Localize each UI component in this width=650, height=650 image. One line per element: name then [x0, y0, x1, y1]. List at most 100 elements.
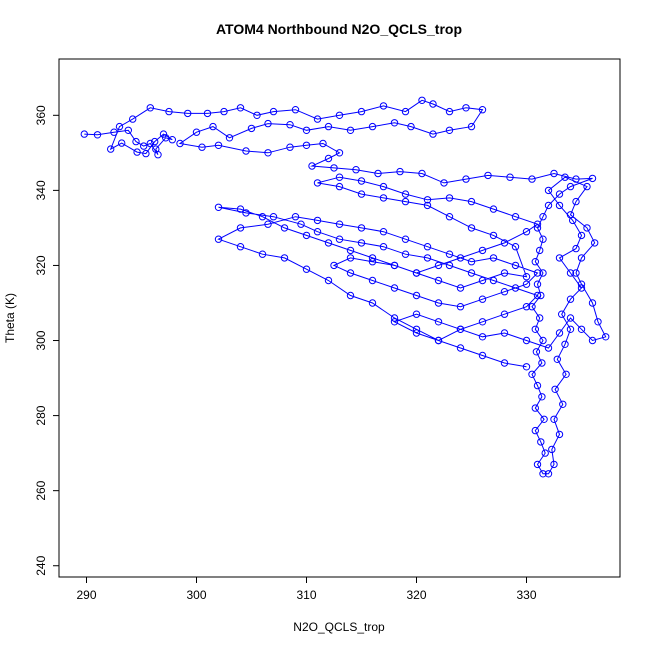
data-point: [258, 250, 267, 258]
data-point: [280, 254, 289, 262]
data-point: [390, 318, 399, 326]
data-point: [456, 303, 465, 311]
y-tick-label: 340: [34, 180, 48, 200]
data-point: [162, 134, 170, 142]
data-point: [297, 220, 305, 228]
data-point: [533, 280, 542, 288]
data-point: [440, 179, 448, 187]
data-point: [335, 182, 344, 191]
x-tick-label: 300: [186, 588, 206, 602]
data-point: [159, 130, 168, 138]
data-point: [462, 104, 470, 112]
data-point: [467, 269, 476, 277]
data-point: [258, 213, 267, 221]
data-point: [539, 269, 547, 277]
data-point: [550, 460, 558, 469]
data-point: [500, 329, 509, 337]
data-point: [291, 106, 300, 114]
data-point: [80, 130, 89, 138]
data-point: [423, 196, 432, 204]
data-point: [401, 197, 410, 206]
data-point: [401, 250, 410, 258]
data-point: [500, 288, 509, 296]
data-point: [500, 239, 509, 247]
data-point: [544, 186, 553, 195]
data-point: [253, 111, 261, 120]
data-point: [412, 325, 421, 333]
data-point: [531, 258, 539, 266]
data-point: [591, 239, 599, 247]
data-point: [478, 246, 487, 255]
data-point: [146, 104, 155, 112]
data-point: [533, 220, 542, 228]
data-point: [115, 122, 124, 131]
x-axis: 290 300 310 320 330: [76, 576, 537, 602]
data-point: [434, 336, 443, 345]
data-point: [445, 261, 454, 270]
data-point: [302, 126, 311, 135]
data-point: [264, 220, 272, 228]
data-point: [489, 254, 498, 262]
data-point: [401, 235, 410, 243]
data-point: [538, 359, 546, 367]
data-point: [528, 175, 536, 183]
data-point: [462, 175, 470, 183]
data-point: [379, 228, 388, 236]
data-point: [541, 449, 549, 457]
data-point: [302, 265, 311, 273]
data-point: [118, 139, 126, 147]
data-point: [319, 139, 327, 148]
data-point: [335, 149, 344, 157]
data-point: [583, 224, 591, 232]
data-point: [124, 126, 133, 135]
data-point: [264, 149, 272, 157]
data-point: [346, 291, 355, 300]
data-point: [423, 254, 432, 262]
x-tick-label: 330: [516, 588, 536, 602]
data-point: [562, 370, 570, 378]
data-point: [429, 100, 437, 108]
data-point: [374, 169, 382, 178]
data-point: [330, 164, 338, 172]
data-point: [264, 119, 272, 128]
y-tick-label: 260: [34, 480, 48, 500]
data-point: [538, 393, 546, 401]
data-point: [522, 336, 531, 345]
data-point: [379, 194, 388, 202]
data-point: [533, 224, 542, 232]
data-point: [522, 273, 531, 281]
data-point: [142, 149, 150, 158]
data-point: [445, 213, 454, 221]
data-point: [544, 201, 553, 210]
data-point: [533, 269, 542, 277]
data-point: [489, 231, 498, 240]
data-point: [566, 182, 575, 191]
data-point: [242, 209, 250, 217]
data-point: [418, 96, 426, 105]
data-point: [390, 284, 399, 292]
data-point: [511, 243, 520, 251]
data-point: [511, 213, 520, 221]
data-point: [368, 276, 377, 285]
data-point: [445, 107, 454, 116]
data-point: [522, 228, 531, 236]
data-point: [539, 470, 547, 478]
data-point: [478, 333, 487, 341]
data-point: [588, 299, 597, 307]
data-point: [539, 213, 547, 221]
data-point: [146, 139, 155, 148]
data-point: [418, 169, 426, 178]
data-point: [522, 363, 531, 371]
data-point: [214, 203, 223, 212]
data-point: [506, 173, 514, 181]
data-point: [396, 167, 404, 176]
data-point: [313, 115, 322, 123]
data-point: [555, 254, 564, 262]
data-point: [192, 128, 201, 136]
data-point: [357, 239, 366, 247]
data-point: [533, 381, 542, 390]
data-point: [467, 224, 476, 232]
data-point: [242, 147, 250, 155]
data-point: [484, 171, 492, 180]
data-point: [536, 246, 544, 255]
